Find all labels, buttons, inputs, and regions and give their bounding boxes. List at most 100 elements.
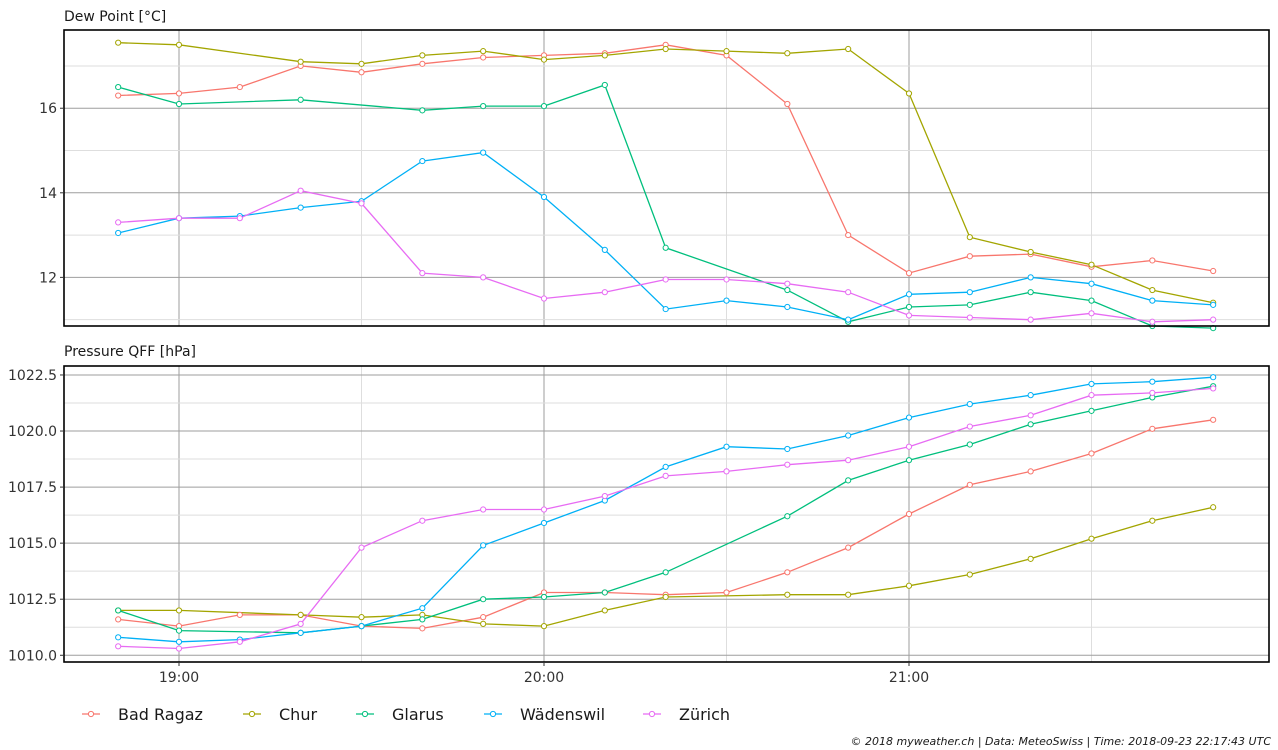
pressure-point-bad-ragaz xyxy=(480,614,487,621)
dew-point-point-bad-ragaz xyxy=(115,92,122,99)
pressure-point-zurich xyxy=(1027,412,1034,419)
dew-point-point-chur xyxy=(419,52,426,59)
pressure-point-chur xyxy=(1149,517,1156,524)
pressure-point-glarus xyxy=(966,441,973,448)
pressure-point-glarus xyxy=(419,616,426,623)
pressure-point-zurich xyxy=(601,492,608,500)
legend-label: Glarus xyxy=(392,705,444,724)
dew-point-point-zurich xyxy=(905,312,913,319)
dew-point-point-chur xyxy=(662,45,669,53)
pressure-point-chur xyxy=(175,607,183,614)
dew-point-point-bad-ragaz xyxy=(358,69,365,76)
legend-key-point xyxy=(248,710,256,718)
pressure-point-bad-ragaz xyxy=(1088,450,1095,457)
dew-point-point-chur xyxy=(966,234,973,241)
pressure-point-zurich xyxy=(1149,389,1156,397)
dew-point-point-zurich xyxy=(297,187,304,194)
pressure-point-zurich xyxy=(845,457,852,464)
dew-point-point-zurich xyxy=(236,215,243,222)
pressure-point-chur xyxy=(905,582,913,589)
pressure-y-tick-label: 1022.5 xyxy=(8,368,57,384)
pressure-point-wadenswil xyxy=(540,519,548,527)
pressure-point-glarus xyxy=(662,569,669,576)
pressure-point-zurich xyxy=(358,544,365,551)
pressure-point-wadenswil xyxy=(845,432,852,439)
pressure-point-zurich xyxy=(784,461,791,468)
pressure-y-tick-label: 1017.5 xyxy=(8,480,57,496)
legend-label: Chur xyxy=(279,705,317,724)
dew-point-point-zurich xyxy=(1088,310,1095,317)
dew-point-point-chur xyxy=(175,41,183,48)
dew-point-point-bad-ragaz xyxy=(175,90,183,97)
dew-point-panel: Dew Point [°C] 12 14 16 xyxy=(39,9,1270,332)
dew-point-line-chur xyxy=(118,42,1214,304)
dew-point-point-bad-ragaz xyxy=(845,231,852,239)
dew-point-point-glarus xyxy=(662,244,669,251)
dew-point-point-zurich xyxy=(480,274,487,281)
pressure-point-chur xyxy=(1027,555,1034,562)
pressure-point-chur xyxy=(358,614,365,621)
dew-point-title: Dew Point [°C] xyxy=(64,9,166,25)
dew-point-point-bad-ragaz xyxy=(1149,257,1156,264)
legend-label: Wädenswil xyxy=(520,705,605,724)
pressure-point-chur xyxy=(845,591,852,598)
pressure-frame xyxy=(63,365,1270,663)
dew-point-point-glarus xyxy=(419,107,426,114)
pressure-point-chur xyxy=(480,620,487,627)
pressure-panel: Pressure QFF [hPa] 1010.01012.51015.0101… xyxy=(8,344,1270,664)
dew-point-point-bad-ragaz xyxy=(236,83,243,91)
pressure-point-wadenswil xyxy=(905,414,913,421)
dew-point-point-zurich xyxy=(419,270,426,277)
pressure-point-bad-ragaz xyxy=(115,616,122,623)
dew-point-point-zurich xyxy=(723,276,730,283)
dew-point-point-glarus xyxy=(601,81,608,89)
x-tick-label: 19:00 xyxy=(159,670,199,686)
dew-point-point-zurich xyxy=(784,280,791,287)
pressure-point-bad-ragaz xyxy=(1027,468,1034,475)
legend-item-glarus: Glarus xyxy=(356,705,444,724)
dew-point-point-zurich xyxy=(1027,316,1034,323)
dew-point-point-wadenswil xyxy=(723,297,730,304)
dew-point-point-glarus xyxy=(1088,297,1095,304)
pressure-point-glarus xyxy=(845,477,852,484)
pressure-point-zurich xyxy=(115,643,122,650)
pressure-point-zurich xyxy=(905,443,913,450)
pressure-grid xyxy=(64,366,1269,662)
pressure-point-zurich xyxy=(966,423,973,430)
pressure-point-wadenswil xyxy=(784,445,791,453)
dew-point-y-tick-label: 12 xyxy=(39,270,57,286)
pressure-point-zurich xyxy=(723,468,730,475)
pressure-point-bad-ragaz xyxy=(236,611,243,619)
pressure-point-bad-ragaz xyxy=(1149,425,1156,432)
legend-item-chur: Chur xyxy=(243,705,317,724)
legend-key-point xyxy=(489,710,497,718)
x-tick-label: 20:00 xyxy=(524,670,564,686)
pressure-point-wadenswil xyxy=(358,623,365,630)
pressure-title: Pressure QFF [hPa] xyxy=(64,344,196,360)
dew-point-y-tick-label: 14 xyxy=(39,186,57,202)
pressure-point-wadenswil xyxy=(1210,374,1217,381)
pressure-point-wadenswil xyxy=(175,638,183,645)
legend: Bad Ragaz Chur Glarus Wädenswil Zürich xyxy=(82,705,730,724)
dew-point-point-zurich xyxy=(115,219,122,226)
pressure-y-tick-label: 1012.5 xyxy=(8,592,57,608)
dew-point-line-glarus xyxy=(118,84,1214,329)
dew-point-point-wadenswil xyxy=(845,316,852,323)
pressure-point-zurich xyxy=(1088,392,1095,399)
pressure-point-chur xyxy=(297,611,304,619)
pressure-point-bad-ragaz xyxy=(905,510,913,518)
legend-label: Zürich xyxy=(679,705,730,724)
dew-point-point-wadenswil xyxy=(419,157,426,165)
dew-point-point-zurich xyxy=(601,289,608,296)
time-x-axis: 19:00 20:00 21:00 xyxy=(159,662,929,686)
pressure-point-chur xyxy=(601,607,608,614)
legend-key-point xyxy=(87,710,95,718)
pressure-point-glarus xyxy=(480,596,487,603)
pressure-y-tick-label: 1010.0 xyxy=(8,648,57,664)
dew-point-point-wadenswil xyxy=(1027,274,1034,281)
dew-point-frame xyxy=(63,29,1270,327)
dew-point-point-zurich xyxy=(175,215,183,222)
dew-point-point-chur xyxy=(297,58,304,65)
pressure-point-chur xyxy=(1088,535,1095,542)
